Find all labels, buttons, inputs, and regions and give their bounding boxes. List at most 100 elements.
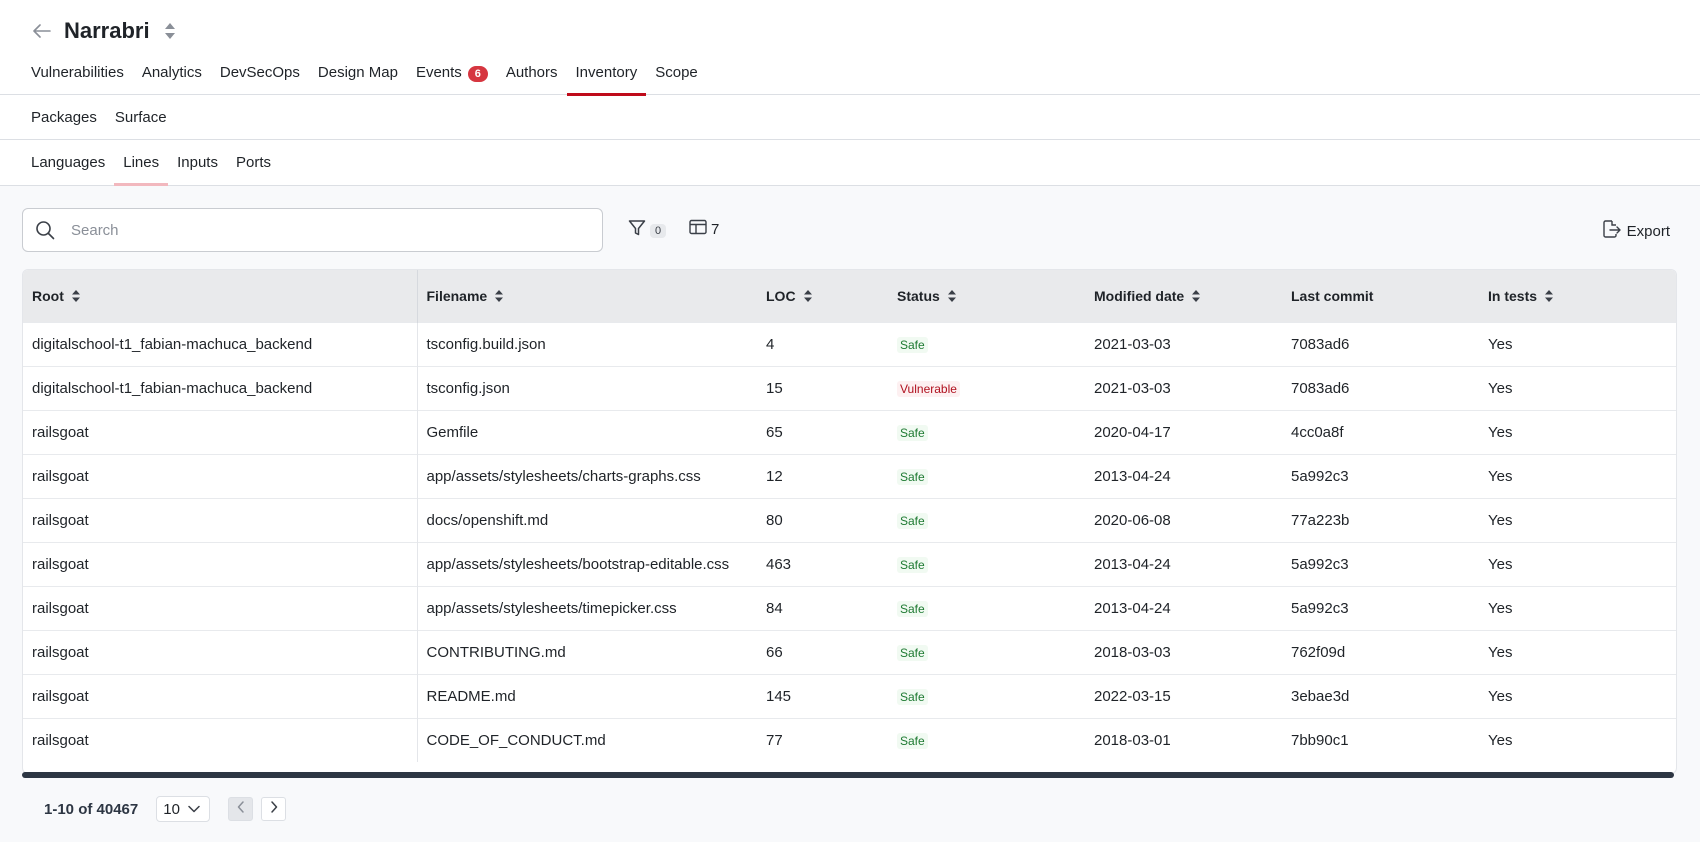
column-header-status[interactable]: Status [888, 270, 1085, 322]
cell-loc: 15 [766, 379, 783, 397]
table-row[interactable]: digitalschool-t1_fabian-machuca_backend … [23, 322, 1676, 366]
tab-label: DevSecOps [219, 64, 300, 81]
cell-filename: app/assets/stylesheets/timepicker.css [426, 599, 677, 617]
status-badge: Safe [897, 424, 928, 441]
cell-in-tests: Yes [1488, 731, 1513, 749]
cell-status: Safe [888, 630, 1085, 674]
column-header-root[interactable]: Root [23, 270, 418, 322]
table-row[interactable]: railsgoat CODE_OF_CONDUCT.md 77 Safe 201… [23, 718, 1676, 762]
tab-label: Scope [655, 64, 698, 81]
cell-modified-date: 2020-04-17 [1094, 423, 1171, 441]
chevron-down-icon [188, 805, 200, 813]
sort-icon[interactable] [495, 289, 504, 302]
table-row[interactable]: railsgoat README.md 145 Safe 2022-03-15 … [23, 674, 1676, 718]
page-size-select[interactable]: 10 [156, 796, 211, 822]
main-tabs: Vulnerabilities Analytics DevSecOps Desi… [22, 58, 707, 96]
cell-filename: README.md [426, 687, 516, 705]
cell-root: railsgoat [23, 718, 418, 762]
sort-icon[interactable] [1545, 289, 1554, 302]
table-row[interactable]: railsgoat app/assets/stylesheets/bootstr… [23, 542, 1676, 586]
cell-root: railsgoat [23, 410, 418, 454]
cell-modified-date: 2020-06-08 [1094, 511, 1171, 529]
horizontal-scrollbar[interactable] [22, 772, 1674, 778]
columns-icon [689, 219, 707, 239]
tab-analytics[interactable]: Analytics [133, 58, 211, 95]
table-header-row: Root Filename LOC Status Modified date L… [23, 270, 1676, 322]
table-row[interactable]: railsgoat app/assets/stylesheets/timepic… [23, 586, 1676, 630]
export-button[interactable]: Export [1601, 219, 1670, 243]
tab-events[interactable]: Events 6 [407, 58, 497, 95]
subtab-lines[interactable]: Lines [114, 140, 168, 186]
status-badge: Safe [897, 732, 928, 749]
table-row[interactable]: digitalschool-t1_fabian-machuca_backend … [23, 366, 1676, 410]
column-header-in-tests[interactable]: In tests [1479, 270, 1676, 322]
cell-status: Safe [888, 498, 1085, 542]
cell-root: railsgoat [23, 674, 418, 718]
columns-count: 7 [711, 220, 720, 238]
column-header-modified-date[interactable]: Modified date [1085, 270, 1282, 322]
subtab-packages[interactable]: Packages [31, 108, 97, 126]
cell-status: Safe [888, 586, 1085, 630]
tab-authors[interactable]: Authors [497, 58, 567, 95]
cell-filename: CONTRIBUTING.md [426, 643, 566, 661]
sort-icon[interactable] [71, 289, 80, 302]
tab-devsecops[interactable]: DevSecOps [211, 58, 309, 95]
subtab-languages[interactable]: Languages [31, 154, 106, 171]
table-row[interactable]: railsgoat Gemfile 65 Safe 2020-04-17 4cc… [23, 410, 1676, 454]
title-row: Narrabri [30, 14, 178, 48]
next-page-button[interactable] [261, 797, 287, 821]
subtab-inputs[interactable]: Inputs [177, 154, 218, 171]
cell-modified-date: 2013-04-24 [1094, 599, 1171, 617]
status-badge: Safe [897, 644, 928, 661]
filter-button[interactable]: 0 [628, 219, 667, 242]
sort-icon[interactable] [1192, 289, 1201, 302]
previous-page-button[interactable] [228, 797, 254, 821]
cell-status: Safe [888, 674, 1085, 718]
tab-vulnerabilities[interactable]: Vulnerabilities [22, 58, 133, 95]
tab-scope[interactable]: Scope [646, 58, 707, 95]
cell-filename: CODE_OF_CONDUCT.md [426, 731, 606, 749]
cell-in-tests: Yes [1488, 379, 1513, 397]
table-row[interactable]: railsgoat app/assets/stylesheets/charts-… [23, 454, 1676, 498]
cell-in-tests: Yes [1488, 335, 1513, 353]
table-row[interactable]: railsgoat CONTRIBUTING.md 66 Safe 2018-0… [23, 630, 1676, 674]
columns-button[interactable]: 7 [689, 219, 719, 239]
cell-in-tests: Yes [1488, 467, 1513, 485]
cell-filename: tsconfig.build.json [426, 335, 546, 353]
column-label: Filename [426, 287, 488, 304]
cell-loc: 84 [766, 599, 783, 617]
cell-last-commit: 5a992c3 [1291, 599, 1349, 617]
page-title: Narrabri [64, 18, 150, 43]
sort-icon[interactable] [947, 289, 956, 302]
sort-switch-icon[interactable] [162, 19, 178, 43]
column-header-loc[interactable]: LOC [757, 270, 888, 322]
tab-label: Design Map [317, 64, 398, 81]
tab-label: Authors [505, 64, 558, 81]
tab-design-map[interactable]: Design Map [309, 58, 407, 95]
sort-icon[interactable] [803, 289, 812, 302]
arrow-left-icon[interactable] [30, 19, 54, 43]
cell-status: Safe [888, 454, 1085, 498]
chevron-right-icon [270, 800, 278, 818]
cell-loc: 4 [766, 335, 775, 353]
table-row[interactable]: railsgoat docs/openshift.md 80 Safe 2020… [23, 498, 1676, 542]
chevron-left-icon [237, 800, 245, 818]
column-label: Status [897, 287, 940, 304]
cell-in-tests: Yes [1488, 555, 1513, 573]
cell-filename: app/assets/stylesheets/charts-graphs.css [426, 467, 701, 485]
page-size-value: 10 [163, 800, 180, 818]
column-header-filename[interactable]: Filename [417, 270, 757, 322]
pagination: 1-10 of 40467 10 [44, 796, 294, 822]
search-input[interactable] [65, 210, 602, 250]
cell-last-commit: 7083ad6 [1291, 379, 1350, 397]
cell-last-commit: 5a992c3 [1291, 555, 1349, 573]
tab-inventory[interactable]: Inventory [566, 58, 647, 96]
subtab-ports[interactable]: Ports [235, 154, 271, 171]
column-label: LOC [766, 287, 796, 304]
cell-modified-date: 2018-03-01 [1094, 731, 1171, 749]
cell-last-commit: 7083ad6 [1291, 335, 1350, 353]
column-label: Last commit [1291, 287, 1374, 304]
cell-loc: 77 [766, 731, 783, 749]
cell-last-commit: 762f09d [1291, 643, 1346, 661]
subtab-surface[interactable]: Surface [114, 108, 167, 126]
